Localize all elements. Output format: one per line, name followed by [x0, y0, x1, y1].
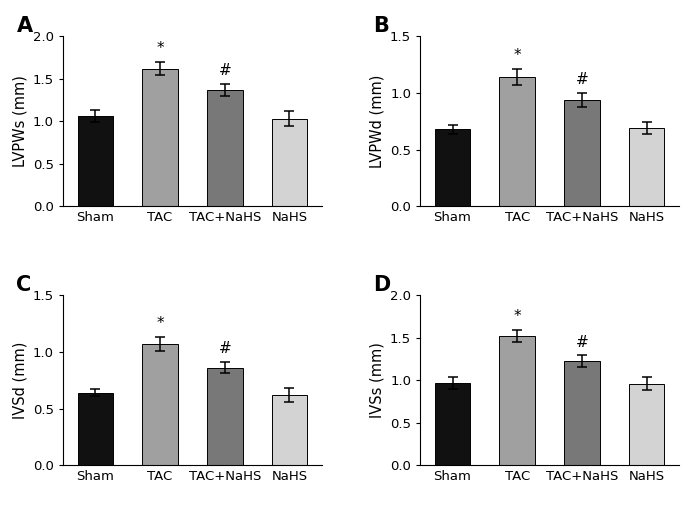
Bar: [142, 344, 178, 465]
Bar: [207, 90, 243, 206]
Y-axis label: IVSs (mm): IVSs (mm): [370, 342, 384, 418]
Bar: [499, 77, 535, 206]
Bar: [564, 361, 600, 465]
Bar: [435, 129, 470, 206]
Text: #: #: [218, 63, 231, 78]
Text: #: #: [575, 334, 588, 349]
Bar: [629, 384, 664, 465]
Bar: [142, 69, 178, 206]
Bar: [78, 392, 113, 465]
Y-axis label: LVPWs (mm): LVPWs (mm): [13, 75, 27, 168]
Text: *: *: [156, 316, 164, 331]
Text: #: #: [218, 341, 231, 356]
Text: *: *: [156, 41, 164, 56]
Text: B: B: [374, 16, 389, 36]
Bar: [78, 116, 113, 206]
Text: C: C: [16, 275, 32, 295]
Text: D: D: [374, 275, 391, 295]
Text: *: *: [513, 309, 521, 324]
Bar: [207, 368, 243, 465]
Bar: [272, 119, 307, 206]
Bar: [499, 336, 535, 465]
Y-axis label: LVPWd (mm): LVPWd (mm): [370, 74, 384, 168]
Text: #: #: [575, 72, 588, 87]
Text: *: *: [513, 48, 521, 63]
Bar: [272, 395, 307, 465]
Bar: [564, 100, 600, 206]
Bar: [435, 383, 470, 465]
Y-axis label: IVSd (mm): IVSd (mm): [13, 341, 27, 419]
Text: A: A: [16, 16, 32, 36]
Bar: [629, 128, 664, 206]
